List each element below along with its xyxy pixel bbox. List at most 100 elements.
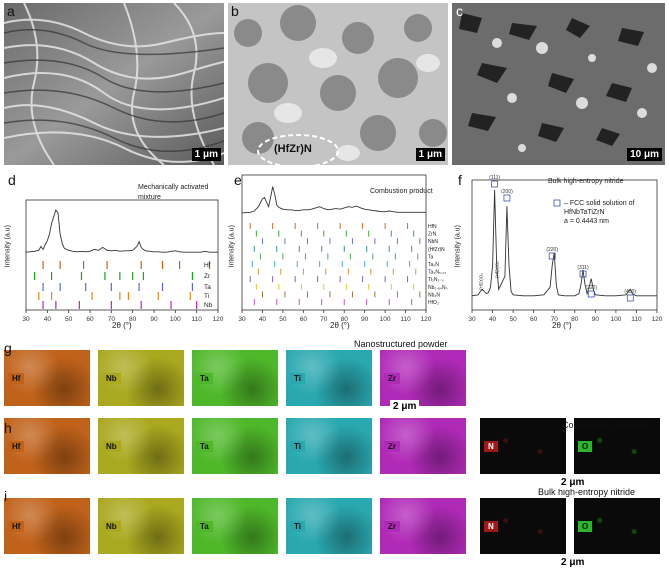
x-tick-label: 90 [592,316,600,323]
fcc-peak-marker [626,294,634,302]
legend-f-line1: – FCC solid solution of [564,200,635,207]
legend-f-line3: a = 0.4443 nm [564,218,609,225]
element-label-nb: Nb [102,373,121,384]
legend-nb: Nb [204,302,213,309]
chart-title-e: Combustion product [370,188,433,195]
x-tick-label: 30 [22,316,30,323]
x-tick-label: 40 [259,316,267,323]
x-tick-label: 110 [631,316,642,323]
miller-index-label: (111) [489,175,500,181]
x-tick-label: 90 [361,316,369,323]
legend-f-line2: HfNbTaTiZrN [564,209,605,216]
xrd-chart-e: e Combustion product Intensity (a.u) 2θ … [228,170,449,332]
x-tick-label: 90 [150,316,158,323]
panel-letter-i: i [4,488,8,504]
row-title-g: Nanostructured powder [354,339,448,349]
miller-index-label: (220) [546,247,558,253]
xrd-chart-d: d Mechanically activated mixture Intensi… [4,170,224,332]
x-tick-label: 30 [468,316,476,323]
x-tick-label: 100 [380,316,391,323]
x-tick-label: 60 [530,316,538,323]
scale-bar-b: 1 μm [415,148,445,161]
eds-map-nb: Nb [98,498,184,554]
element-label-hf: Hf [8,373,25,384]
fcc-peak-marker [587,290,595,298]
miller-index-label: (200) [501,189,513,195]
eds-map-n: N [480,418,566,474]
x-tick-label: 70 [108,316,116,323]
legend-entry-e: ZrN [428,232,437,238]
eds-map-zr: Zr [380,418,466,474]
legend-entry-e: Nb₂N [428,292,440,298]
legend-entry-e: Ta₃N₅.₀₇ [428,270,446,276]
legend-entry-e: (HfZr)N [428,247,445,253]
x-tick-label: 80 [571,316,579,323]
x-tick-label: 60 [86,316,94,323]
legend-entry-e: HfO₂ [428,300,439,306]
eds-map-ta: Ta [192,350,278,406]
element-label-zr: Zr [384,521,400,532]
fcc-peak-marker [503,194,511,202]
scale-bar-i: 2 μm [558,556,588,569]
element-label-o: O [578,441,593,452]
element-label-ta: Ta [196,521,213,532]
eds-map-ti: Ti [286,498,372,554]
eds-map-ti: Ti [286,418,372,474]
element-label-zr: Zr [384,373,400,384]
axes-frame [241,174,427,311]
x-tick-label: 40 [489,316,497,323]
x-tick-label: 50 [279,316,287,323]
x-tick-label: 120 [652,316,663,323]
legend-entry-e: Nb₀.₈₄N₀.₁₆ [428,285,448,291]
panel-letter-e: e [234,172,242,188]
miller-index-label: (222) [585,285,597,291]
element-label-n: N [484,521,498,532]
legend-ta: Ta [204,284,211,291]
x-tick-label: 30 [238,316,246,323]
eds-map-ti: Ti [286,350,372,406]
xrd-chart-f: f Bulk high-entropy nitride – FCC solid … [452,170,665,332]
miller-index-label: (400) [624,289,636,295]
sem-image-c: c 10 μm [452,3,665,165]
fcc-peak-marker [548,252,556,260]
x-tick-label: 40 [44,316,52,323]
element-label-ti: Ti [290,373,305,384]
oxide-peak-label: (HfZr)O₂ [495,261,500,278]
element-label-hf: Hf [8,521,25,532]
xrd-pattern-line [25,209,218,253]
x-tick-label: 100 [610,316,621,323]
element-label-nb: Nb [102,521,121,532]
chart-title-d-line1: Mechanically activated [138,184,209,191]
x-tick-label: 60 [300,316,308,323]
panel-letter-h: h [4,420,12,436]
chart-title-f: Bulk high-entropy nitride [548,178,624,185]
legend-entry-e: Ta₂N [428,262,439,268]
scale-bar-h: 2 μm [558,476,588,489]
xlabel-e: 2θ (°) [330,321,350,330]
x-tick-label: 50 [509,316,517,323]
legend-entry-e: Ta [428,254,434,260]
element-label-nb: Nb [102,441,121,452]
eds-map-nb: Nb [98,418,184,474]
legend-entry-e: HfN [428,224,437,230]
x-tick-label: 50 [65,316,73,323]
element-label-o: O [578,521,593,532]
row-title-i: Bulk high-entropy nitride [538,487,636,497]
eds-map-zr: Zr [380,350,466,406]
panel-letter-c: c [456,3,463,19]
eds-map-zr: Zr [380,498,466,554]
legend-entry-e: Ti₂N₂₋ₓ [428,277,444,283]
legend-ti: Ti [204,293,209,300]
row-title-h: Combustion products [562,420,648,430]
x-tick-label: 100 [170,316,181,323]
element-label-n: N [484,441,498,452]
panel-letter-b: b [231,3,239,19]
xrd-pattern-line [241,186,426,214]
legend-marker-f [553,199,561,207]
x-tick-label: 120 [213,316,224,323]
fcc-peak-marker [579,270,587,278]
legend-hf: Hf [204,262,211,269]
phase-annotation-b: (HfZr)N [274,143,312,155]
eds-map-hf: Hf [4,418,90,474]
xlabel-d: 2θ (°) [112,321,132,330]
